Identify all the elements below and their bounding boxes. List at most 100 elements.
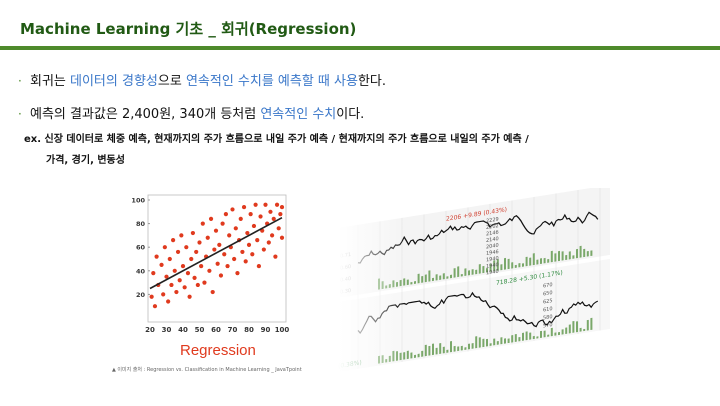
scatter-point — [222, 252, 226, 256]
scatter-point — [250, 252, 254, 256]
bullet-1-text: 회귀는 — [30, 74, 70, 89]
scatter-point — [212, 247, 216, 251]
scatter-point — [174, 290, 178, 294]
example-line-1: ex. 신장 데이터로 체중 예측, 현재까지의 주가 흐름으로 내일 주가 예… — [24, 130, 529, 145]
bullet-1: · 회귀는 데이터의 경향성으로 연속적인 수치를 예측할 때 사용한다. — [18, 70, 386, 89]
y-tick-label: 40 — [136, 267, 146, 275]
scatter-point — [196, 283, 200, 287]
scatter-point — [186, 271, 190, 275]
scatter-point — [194, 250, 198, 254]
bullet-2-highlight: 연속적인 수치 — [260, 107, 336, 122]
scatter-point — [255, 238, 259, 242]
scatter-point — [240, 250, 244, 254]
scatter-point — [227, 233, 231, 237]
bullet-2-text-b: 이다. — [336, 107, 364, 122]
x-tick-label: 40 — [178, 326, 188, 334]
scatter-point — [232, 257, 236, 261]
x-tick-label: 80 — [244, 326, 254, 334]
scatter-point — [161, 292, 165, 296]
scatter-point — [268, 210, 272, 214]
scatter-point — [181, 264, 185, 268]
scatter-point — [163, 245, 167, 249]
x-tick-label: 60 — [211, 326, 221, 334]
stock-chart-image: 2206 +9.89 (0.43%) 718.28 +5.30 (1.17%) … — [338, 188, 610, 406]
scatter-point — [225, 264, 229, 268]
y-tick-label: 100 — [131, 197, 145, 205]
scatter-point — [153, 304, 157, 308]
scatter-point — [217, 243, 221, 247]
scatter-point — [242, 205, 246, 209]
scatter-point — [166, 299, 170, 303]
x-tick-label: 100 — [275, 326, 290, 334]
bullet-marker: · — [18, 74, 30, 88]
scatter-point — [252, 224, 256, 228]
example-line-2: 가격, 경기, 변동성 — [46, 151, 125, 166]
bullet-1-text-c: 한다. — [358, 74, 386, 89]
scatter-point — [230, 207, 234, 211]
scatter-point — [244, 259, 248, 263]
scatter-point — [235, 271, 239, 275]
scatter-point — [178, 278, 182, 282]
scatter-point — [176, 250, 180, 254]
scatter-point — [280, 236, 284, 240]
scatter-point — [207, 269, 211, 273]
x-tick-label: 50 — [195, 326, 205, 334]
bullet-marker: · — [18, 107, 30, 121]
regression-label: Regression — [180, 342, 256, 359]
y-tick-label: 60 — [136, 244, 146, 252]
scatter-point — [257, 264, 261, 268]
scatter-point — [219, 273, 223, 277]
scatter-point — [192, 276, 196, 280]
scatter-point — [169, 283, 173, 287]
bullet-2-text: 예측의 결과값은 2,400원, 340개 등처럼 — [30, 107, 260, 122]
scatter-point — [151, 271, 155, 275]
scatter-point — [189, 257, 193, 261]
scatter-point — [155, 255, 159, 259]
scatter-point — [273, 255, 277, 259]
scatter-point — [262, 247, 266, 251]
scatter-point — [211, 290, 215, 294]
scatter-point — [267, 240, 271, 244]
scatter-point — [202, 281, 206, 285]
bullet-1-text-b: 으로 — [158, 74, 186, 89]
scatter-point — [183, 285, 187, 289]
bullet-1-highlight-a: 데이터의 경향성 — [70, 74, 158, 89]
scatter-point — [214, 229, 218, 233]
scatter-point — [197, 240, 201, 244]
bullet-2: · 예측의 결과값은 2,400원, 340개 등처럼 연속적인 수치이다. — [18, 103, 364, 122]
scatter-point — [209, 217, 213, 221]
scatter-point — [270, 233, 274, 237]
scatter-point — [150, 295, 154, 299]
scatter-point — [199, 264, 203, 268]
x-tick-label: 30 — [162, 326, 172, 334]
title-bar: Machine Learning 기초 _ 회귀(Regression) — [0, 0, 720, 54]
scatter-point — [278, 212, 282, 216]
scatter-point — [201, 222, 205, 226]
scatter-point — [159, 263, 163, 267]
scatter-point — [263, 203, 267, 207]
y-tick-label: 80 — [136, 220, 146, 228]
scatter-point — [184, 245, 188, 249]
title-underline — [0, 46, 720, 50]
scatter-point — [191, 231, 195, 235]
scatter-point — [280, 205, 284, 209]
scatter-point — [188, 295, 192, 299]
scatter-point — [254, 203, 258, 207]
scatter-point — [245, 231, 249, 235]
scatter-point — [249, 212, 253, 216]
page-title: Machine Learning 기초 _ 회귀(Regression) — [20, 18, 356, 39]
image-credit: ▲ 이미지 출처 : Regression vs. Classification… — [112, 366, 302, 373]
scatter-point — [275, 203, 279, 207]
scatter-point — [168, 257, 172, 261]
scatter-point — [239, 217, 243, 221]
scatter-point — [179, 233, 183, 237]
scatter-point — [272, 217, 276, 221]
stock-fade — [338, 188, 610, 406]
scatter-point — [171, 238, 175, 242]
scatter-point — [206, 236, 210, 240]
scatter-point — [224, 212, 228, 216]
x-tick-label: 90 — [261, 326, 271, 334]
x-tick-label: 70 — [228, 326, 238, 334]
scatter-point — [216, 262, 220, 266]
scatter-point — [277, 226, 281, 230]
